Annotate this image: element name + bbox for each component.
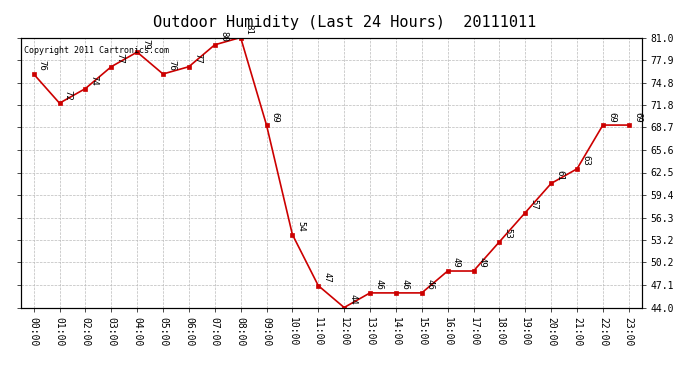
Text: 77: 77 [193,53,202,64]
Text: 44: 44 [348,294,357,305]
Text: Outdoor Humidity (Last 24 Hours)  20111011: Outdoor Humidity (Last 24 Hours) 2011101… [153,15,537,30]
Text: 46: 46 [426,279,435,290]
Text: 49: 49 [452,258,461,268]
Text: 57: 57 [529,199,538,210]
Text: 54: 54 [297,221,306,232]
Text: 81: 81 [245,24,254,35]
Text: 76: 76 [38,60,47,71]
Text: 61: 61 [555,170,564,181]
Text: 46: 46 [400,279,409,290]
Text: 69: 69 [607,111,616,122]
Text: 46: 46 [374,279,383,290]
Text: 53: 53 [504,228,513,239]
Text: 80: 80 [219,31,228,42]
Text: 69: 69 [633,111,642,122]
Text: 69: 69 [270,111,279,122]
Text: 76: 76 [167,60,176,71]
Text: 72: 72 [63,90,72,101]
Text: 63: 63 [581,155,590,166]
Text: 49: 49 [477,258,486,268]
Text: 47: 47 [322,272,331,283]
Text: Copyright 2011 Cartronics.com: Copyright 2011 Cartronics.com [23,46,169,55]
Text: 77: 77 [115,53,124,64]
Text: 74: 74 [90,75,99,86]
Text: 79: 79 [141,39,150,50]
